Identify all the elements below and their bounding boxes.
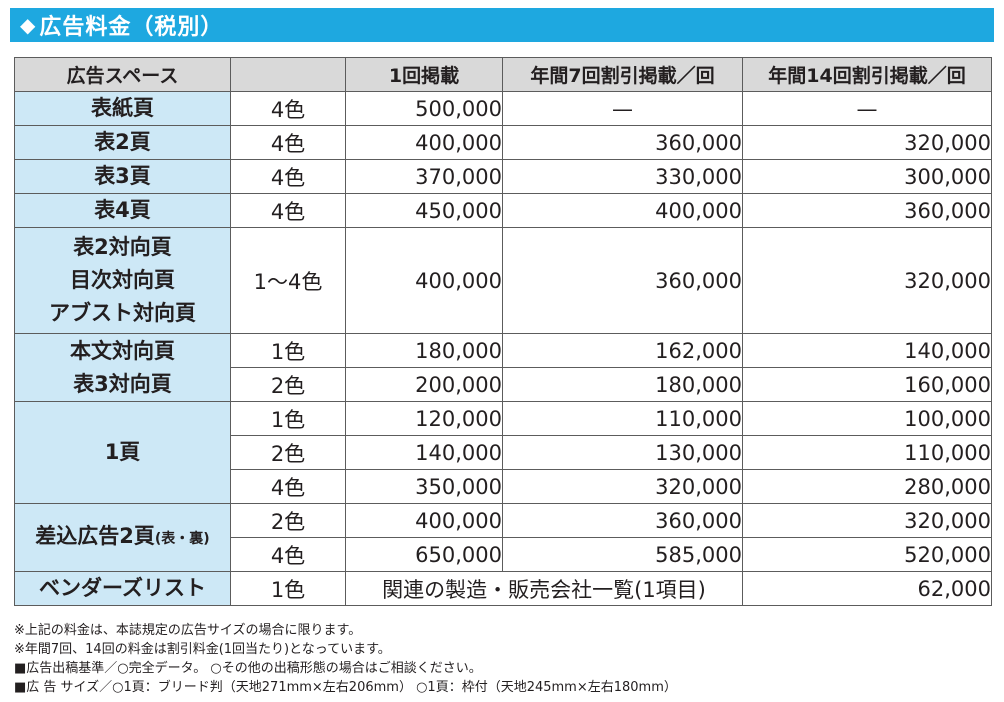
header-once: 1回掲載 — [345, 57, 503, 92]
row-label: 表3頁 — [14, 159, 231, 194]
price-fourteen: 100,000 — [742, 401, 992, 436]
table-row: 1頁 1色 120,000 110,000 100,000 — [14, 401, 992, 504]
note-line: ※上記の料金は、本誌規定の広告サイズの場合に限ります。 — [14, 623, 362, 638]
price-once: 200,000 — [345, 367, 503, 402]
color-cell: 2色 — [230, 503, 346, 538]
price-once: 370,000 — [345, 159, 503, 194]
color-cell: 4色 — [230, 159, 346, 194]
row-label: 表4頁 — [14, 193, 231, 228]
table-row: 差込広告2頁(表・裏) 2色 400,000 360,000 320,000 — [14, 503, 992, 572]
rate-table: 広告スペース 1回掲載 年間7回割引掲載／回 年間14回割引掲載／回 表紙頁 4… — [14, 57, 992, 606]
price-fourteen: 160,000 — [742, 367, 992, 402]
table-row: 表2頁 4色 400,000 360,000 320,000 — [14, 125, 992, 160]
color-cell: 1色 — [230, 401, 346, 436]
price-seven: 585,000 — [502, 537, 743, 572]
table-row: 表2対向頁 目次対向頁 アブスト対向頁 1〜4色 400,000 360,000… — [14, 227, 992, 334]
row-label: 表紙頁 — [14, 91, 231, 126]
header-fourteen: 年間14回割引掲載／回 — [742, 57, 992, 92]
price-once: 120,000 — [345, 401, 503, 436]
price-fourteen: 280,000 — [742, 469, 992, 504]
note-line: ■広告出稿基準／○完全データ。 ○その他の出稿形態の場合はご相談ください。 — [14, 661, 482, 676]
price-seven: 330,000 — [502, 159, 743, 194]
price-once: 400,000 — [345, 227, 503, 334]
price-once: 450,000 — [345, 193, 503, 228]
color-cell: 2色 — [230, 367, 346, 402]
row-label: 表2頁 — [14, 125, 231, 160]
note-line: ■広 告 サイズ／○1頁：ブリード判（天地271mm×左右206mm） ○1頁：… — [14, 680, 677, 695]
price-seven: 180,000 — [502, 367, 743, 402]
row-label: 表2対向頁 目次対向頁 アブスト対向頁 — [14, 227, 231, 334]
color-cell: 1色 — [230, 333, 346, 368]
price-once: 500,000 — [345, 91, 503, 126]
price-once: 140,000 — [345, 435, 503, 470]
price-seven: 110,000 — [502, 401, 743, 436]
price-seven: 162,000 — [502, 333, 743, 368]
color-cell: 1色 — [230, 571, 346, 606]
table-row: 表4頁 4色 450,000 400,000 360,000 — [14, 193, 992, 228]
price-seven: 130,000 — [502, 435, 743, 470]
footnotes: ※上記の料金は、本誌規定の広告サイズの場合に限ります。 ※年間7回、14回の料金… — [14, 621, 994, 697]
table-row: 本文対向頁 表3対向頁 1色 180,000 162,000 140,000 — [14, 333, 992, 402]
color-cell: 4色 — [230, 91, 346, 126]
price-seven: 360,000 — [502, 125, 743, 160]
price-once: 400,000 — [345, 125, 503, 160]
header-seven: 年間7回割引掲載／回 — [502, 57, 743, 92]
price-seven: — — [502, 91, 743, 126]
color-cell: 4色 — [230, 537, 346, 572]
price-seven: 400,000 — [502, 193, 743, 228]
price-once: 400,000 — [345, 503, 503, 538]
price-fourteen: 360,000 — [742, 193, 992, 228]
table-row: 4色 350,000 320,000 280,000 — [15, 469, 992, 504]
color-cell: 4色 — [230, 193, 346, 228]
price-fourteen: 320,000 — [742, 125, 992, 160]
table-header-row: 広告スペース 1回掲載 年間7回割引掲載／回 年間14回割引掲載／回 — [14, 57, 992, 92]
price-seven: 360,000 — [502, 503, 743, 538]
header-color — [230, 57, 346, 92]
color-cell: 1〜4色 — [230, 227, 346, 334]
table-row: ベンダーズリスト 1色 関連の製造・販売会社一覧(1項目) 62,000 — [14, 571, 992, 606]
price-fourteen: — — [742, 91, 992, 126]
section-title: 広告料金（税別） — [39, 15, 224, 40]
price-once: 180,000 — [345, 333, 503, 368]
table-row: 表紙頁 4色 500,000 — — — [14, 91, 992, 126]
table-row: 4色 650,000 585,000 520,000 — [15, 537, 992, 572]
vendor-description: 関連の製造・販売会社一覧(1項目) — [345, 571, 743, 606]
price-seven: 320,000 — [502, 469, 743, 504]
price-once: 650,000 — [345, 537, 503, 572]
price-once: 350,000 — [345, 469, 503, 504]
row-label: ベンダーズリスト — [14, 571, 231, 606]
row-label: 本文対向頁 表3対向頁 — [14, 333, 231, 402]
row-label: 1頁 — [14, 401, 231, 504]
price-fourteen: 520,000 — [742, 537, 992, 572]
price-fourteen: 300,000 — [742, 159, 992, 194]
price-fourteen: 62,000 — [742, 571, 992, 606]
price-fourteen: 320,000 — [742, 503, 992, 538]
note-line: ※年間7回、14回の料金は割引料金(1回当たり)となっています。 — [14, 642, 391, 657]
price-fourteen: 110,000 — [742, 435, 992, 470]
price-seven: 360,000 — [502, 227, 743, 334]
section-header: ◆ 広告料金（税別） — [10, 8, 994, 42]
header-ad-space: 広告スペース — [14, 57, 231, 92]
row-label: 差込広告2頁(表・裏) — [14, 503, 231, 572]
color-cell: 4色 — [230, 469, 346, 504]
diamond-icon: ◆ — [20, 13, 36, 37]
price-fourteen: 320,000 — [742, 227, 992, 334]
color-cell: 4色 — [230, 125, 346, 160]
price-fourteen: 140,000 — [742, 333, 992, 368]
table-row: 表3頁 4色 370,000 330,000 300,000 — [14, 159, 992, 194]
color-cell: 2色 — [230, 435, 346, 470]
